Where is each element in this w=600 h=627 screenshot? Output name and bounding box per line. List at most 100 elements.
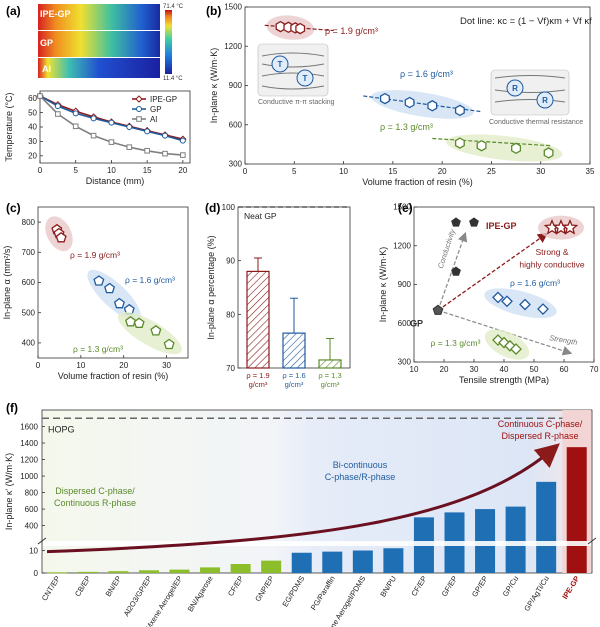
e-point-other (451, 217, 461, 227)
c-point (113, 297, 125, 309)
c-x-axis-label: Volume fraction of resin (%) (58, 371, 169, 381)
scale-max-label: 71.4 °C (163, 4, 184, 10)
a-point (180, 152, 186, 158)
e-strong-label-1: Strong & (535, 247, 568, 257)
a-point (90, 115, 97, 122)
f-category-label: GNP/EP (253, 574, 276, 603)
b-point (295, 22, 306, 35)
d-category-label: ρ = 1.6 (282, 371, 305, 380)
f-y-tick-label: 1400 (20, 439, 38, 448)
f-region-left-line1: Dispersed C-phase/ (55, 486, 135, 496)
b-x-axis-label: Volume fraction of resin (%) (362, 177, 473, 187)
c-point (104, 282, 116, 294)
f-bar (230, 564, 251, 573)
d-bar (282, 332, 306, 369)
b-group-shade (371, 90, 474, 119)
a-point (72, 110, 79, 117)
a-point (162, 132, 168, 139)
f-bar (536, 481, 557, 573)
panel-f-label: (f) (6, 401, 18, 415)
color-scale-bar (165, 10, 172, 74)
b-y-tick-label: 300 (229, 160, 243, 169)
inset-resistance-caption: Conductive thermal resistance (489, 119, 583, 126)
d-neat-gp-label: Neat GP (244, 211, 277, 221)
f-y-tick-label: 0 (34, 569, 39, 578)
b-rule-line (432, 137, 551, 147)
f-category-label: BN/EP (104, 574, 124, 598)
b-y-tick-label: 600 (229, 120, 243, 129)
f-hopg-label: HOPG (48, 424, 75, 434)
c-point (133, 317, 145, 328)
d-category-unit: g/cm³ (321, 380, 340, 389)
e-ipe-arrow (437, 232, 549, 311)
b-x-tick-label: 35 (586, 167, 595, 176)
d-category-unit: g/cm³ (249, 380, 268, 389)
a-x-axis-label: Distance (mm) (86, 176, 145, 186)
c-point (125, 316, 137, 327)
b-x-tick-label: 0 (243, 167, 248, 176)
a-point (179, 137, 186, 144)
d-y-tick-label: 80 (226, 310, 235, 319)
panel-d-label: (d) (205, 201, 220, 215)
a-point (108, 139, 115, 145)
f-y-axis-label: In-plane κ' (W/m·K) (4, 453, 14, 530)
f-bar (566, 447, 587, 573)
a-point (90, 132, 97, 139)
e-point-ipe (561, 219, 579, 235)
rule-of-mixtures-formula: Dot line: κc = (1 − Vf)κm + Vf κf (460, 16, 592, 27)
b-point (427, 100, 438, 112)
plot-f: 400 600 800 1000 1200 1400 1600 0 10 In-plane κ' … (4, 409, 597, 627)
d-y-tick-label: 70 (226, 364, 235, 373)
plot-d: 70 80 90 100 In-plane α percentage (%) Neat G… (206, 203, 351, 389)
e-x-tick-label: 60 (560, 365, 569, 374)
f-break-mark-left (37, 537, 47, 545)
inset-resistance-lines (494, 75, 566, 103)
f-bar (261, 560, 282, 573)
e-y-tick-label: 1200 (393, 241, 411, 250)
e-x-tick-label: 30 (470, 365, 479, 374)
panel-c: (c) 0 10 20 30 400 500 600 700 800 Volume fractio… (2, 201, 189, 381)
e-x-tick-label: 10 (410, 365, 419, 374)
f-bar (138, 570, 159, 573)
c-point (55, 231, 67, 243)
e-point-other (451, 266, 461, 276)
b-point (454, 104, 465, 117)
f-category-label: GP/Cu (501, 574, 521, 598)
a-x-tick-label: 15 (143, 166, 152, 175)
c-x-tick-label: 30 (162, 361, 171, 370)
f-bar (291, 552, 312, 573)
panel-a: (a) IPE-GP GP Al 71.4 °C 11.4 °C 0 5 10 15 2… (4, 4, 191, 186)
map-label-ipe: IPE-GP (40, 9, 71, 19)
f-y-tick-label: 1200 (20, 456, 38, 465)
f-bar (352, 550, 373, 573)
a-y-tick-label: 50 (28, 108, 37, 117)
e-x-tick-label: 70 (590, 365, 599, 374)
c-label-16: ρ = 1.6 g/cm³ (125, 275, 175, 285)
f-region-mid-line1: Bi-continuous (333, 460, 388, 470)
f-bar (47, 572, 68, 574)
insets-b: T T Conductive π-π stacking R R Conducti… (257, 43, 583, 126)
e-strength-label: Strength (549, 333, 578, 347)
c-y-axis-label: In-plane α (mm²/s) (2, 246, 12, 320)
f-axis-break-gap (43, 541, 591, 546)
f-category-label: IPE-GP (560, 574, 581, 600)
heatmap-strip-gp (38, 31, 160, 57)
b-point (476, 139, 487, 152)
d-y-tick-label: 90 (226, 257, 235, 266)
a-point (144, 147, 150, 154)
f-category-label: CB/EP (73, 574, 93, 598)
f-bar (77, 571, 98, 573)
a-legend-label: GP (150, 105, 162, 114)
e-y-tick-label: 600 (398, 319, 412, 328)
e-conductivity-arrow (437, 231, 468, 311)
c-group-shade (117, 311, 182, 355)
panel-b: (b) T T Conductive π-π stacking R R Cond… (206, 3, 595, 187)
b-y-tick-label: 1500 (224, 3, 242, 12)
a-legend-label: IPE-GP (150, 95, 177, 104)
b-point (543, 147, 554, 159)
a-point (162, 150, 168, 157)
inset-stacking (257, 43, 329, 97)
e-y-tick-label: 1500 (393, 203, 411, 212)
plot-b: 0 5 10 15 20 25 30 35 300 600 900 1200 1500 Volume fr… (209, 3, 595, 187)
b-x-tick-label: 30 (536, 167, 545, 176)
